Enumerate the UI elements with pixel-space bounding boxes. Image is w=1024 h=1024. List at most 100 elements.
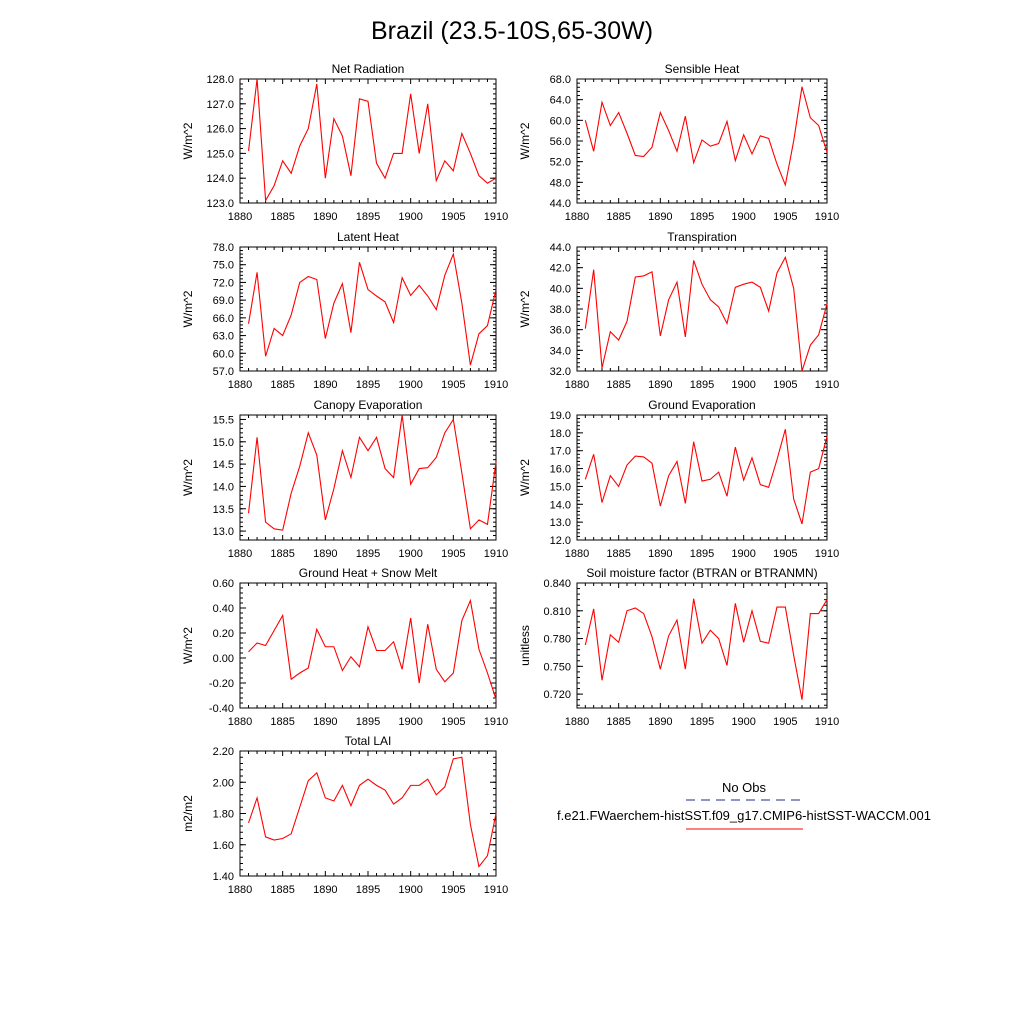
x-tick-label: 1885: [606, 211, 630, 223]
y-tick-label: 1.60: [213, 840, 234, 852]
y-tick-label: 60.0: [550, 115, 571, 127]
x-tick-label: 1910: [815, 379, 839, 391]
y-tick-label: 0.40: [213, 603, 234, 615]
y-tick-label: 0.00: [213, 653, 234, 665]
y-tick-label: 18.0: [550, 428, 571, 440]
y-tick-label: 123.0: [206, 198, 234, 210]
y-tick-label: 0.840: [543, 578, 571, 590]
x-tick-label: 1895: [356, 548, 380, 560]
y-tick-label: 32.0: [550, 366, 571, 378]
panel-2: Sensible Heat W/m^2 1880 1885 1890 1895 1900 19…: [518, 62, 839, 223]
x-tick-label: 1905: [441, 716, 465, 728]
x-tick-label: 1885: [270, 211, 294, 223]
y-tick-label: 0.750: [543, 661, 571, 673]
series-line: [248, 598, 497, 700]
y-tick-label: 60.0: [213, 348, 234, 360]
series-line: [247, 414, 497, 531]
x-tick-label: 1880: [565, 379, 589, 391]
x-tick-label: 1890: [313, 379, 337, 391]
x-tick-label: 1880: [565, 716, 589, 728]
x-tick-label: 1910: [484, 716, 508, 728]
y-tick-label: 66.0: [213, 313, 234, 325]
panel-title: Ground Heat + Snow Melt: [299, 566, 438, 580]
x-tick-label: 1910: [484, 379, 508, 391]
x-tick-label: 1895: [356, 379, 380, 391]
x-tick-label: 1910: [484, 211, 508, 223]
x-tick-label: 1890: [648, 211, 672, 223]
panel-title: Total LAI: [345, 734, 392, 748]
legend: No Obs f.e21.FWaerchem-histSST.f09_g17.C…: [557, 780, 931, 830]
y-tick-label: 15.0: [213, 437, 234, 449]
x-tick-label: 1890: [313, 884, 337, 896]
y-tick-label: 44.0: [550, 242, 571, 254]
x-tick-label: 1900: [398, 716, 422, 728]
y-tick-label: 13.0: [213, 526, 234, 538]
y-tick-label: 126.0: [206, 124, 234, 136]
y-tick-label: 19.0: [550, 410, 571, 422]
y-axis-label: W/m^2: [181, 122, 195, 159]
y-axis-label: W/m^2: [518, 459, 532, 496]
panel-7: Ground Heat + Snow Melt W/m^2 1880 1885 1890…: [181, 566, 508, 728]
y-tick-label: 2.00: [213, 777, 234, 789]
x-tick-label: 1905: [773, 379, 797, 391]
x-tick-label: 1900: [398, 211, 422, 223]
y-tick-label: 1.40: [213, 871, 234, 883]
y-tick-label: 56.0: [550, 136, 571, 148]
y-axis-label: W/m^2: [181, 627, 195, 664]
y-tick-label: 68.0: [550, 74, 571, 86]
y-tick-label: 0.810: [543, 606, 571, 618]
legend-obs-label: No Obs: [722, 780, 767, 795]
x-tick-label: 1890: [648, 716, 672, 728]
series-line: [584, 598, 828, 700]
y-tick-label: 13.0: [550, 517, 571, 529]
y-tick-label: 69.0: [213, 295, 234, 307]
y-tick-label: 48.0: [550, 177, 571, 189]
x-tick-label: 1890: [313, 716, 337, 728]
legend-case-label: f.e21.FWaerchem-histSST.f09_g17.CMIP6-hi…: [557, 808, 931, 823]
x-tick-label: 1890: [648, 548, 672, 560]
panel-3: Latent Heat W/m^2 1880 1885 1890 1895 1900 1905…: [181, 230, 508, 391]
y-tick-label: 0.720: [543, 689, 571, 701]
x-tick-label: 1885: [270, 379, 294, 391]
x-tick-label: 1895: [356, 884, 380, 896]
x-tick-label: 1880: [565, 211, 589, 223]
x-tick-label: 1880: [228, 548, 252, 560]
x-tick-label: 1905: [441, 548, 465, 560]
y-tick-label: 72.0: [213, 277, 234, 289]
x-tick-label: 1890: [648, 379, 672, 391]
panel-title: Soil moisture factor (BTRAN or BTRANMN): [586, 566, 817, 580]
y-tick-label: 0.60: [213, 578, 234, 590]
panel-title: Net Radiation: [332, 62, 405, 76]
y-tick-label: 15.0: [550, 481, 571, 493]
y-tick-label: 44.0: [550, 198, 571, 210]
y-tick-label: 42.0: [550, 263, 571, 275]
plot-frame: [239, 414, 497, 541]
plot-frame: [239, 750, 497, 877]
panel-title: Canopy Evaporation: [314, 398, 423, 412]
x-tick-label: 1910: [815, 716, 839, 728]
x-tick-label: 1905: [441, 379, 465, 391]
y-tick-label: 125.0: [206, 148, 234, 160]
x-tick-label: 1880: [228, 884, 252, 896]
y-tick-label: 16.0: [550, 464, 571, 476]
x-tick-label: 1895: [690, 379, 714, 391]
x-tick-label: 1910: [484, 884, 508, 896]
plot-frame: [576, 414, 828, 541]
x-tick-label: 1910: [815, 211, 839, 223]
series-line: [584, 429, 828, 525]
y-tick-label: 2.20: [213, 746, 234, 758]
y-axis-label: W/m^2: [518, 290, 532, 327]
figure-title: Brazil (23.5-10S,65-30W): [371, 17, 653, 45]
x-tick-label: 1900: [731, 211, 755, 223]
y-tick-label: 14.0: [550, 499, 571, 511]
x-tick-label: 1905: [773, 548, 797, 560]
x-tick-label: 1895: [690, 548, 714, 560]
x-tick-label: 1910: [484, 548, 508, 560]
y-tick-label: 36.0: [550, 325, 571, 337]
plot-frame: [576, 246, 828, 372]
x-tick-label: 1905: [441, 211, 465, 223]
panel-8: Soil moisture factor (BTRAN or BTRANMN) u…: [518, 566, 839, 728]
y-axis-label: unitless: [518, 625, 532, 666]
series-line: [247, 252, 497, 366]
